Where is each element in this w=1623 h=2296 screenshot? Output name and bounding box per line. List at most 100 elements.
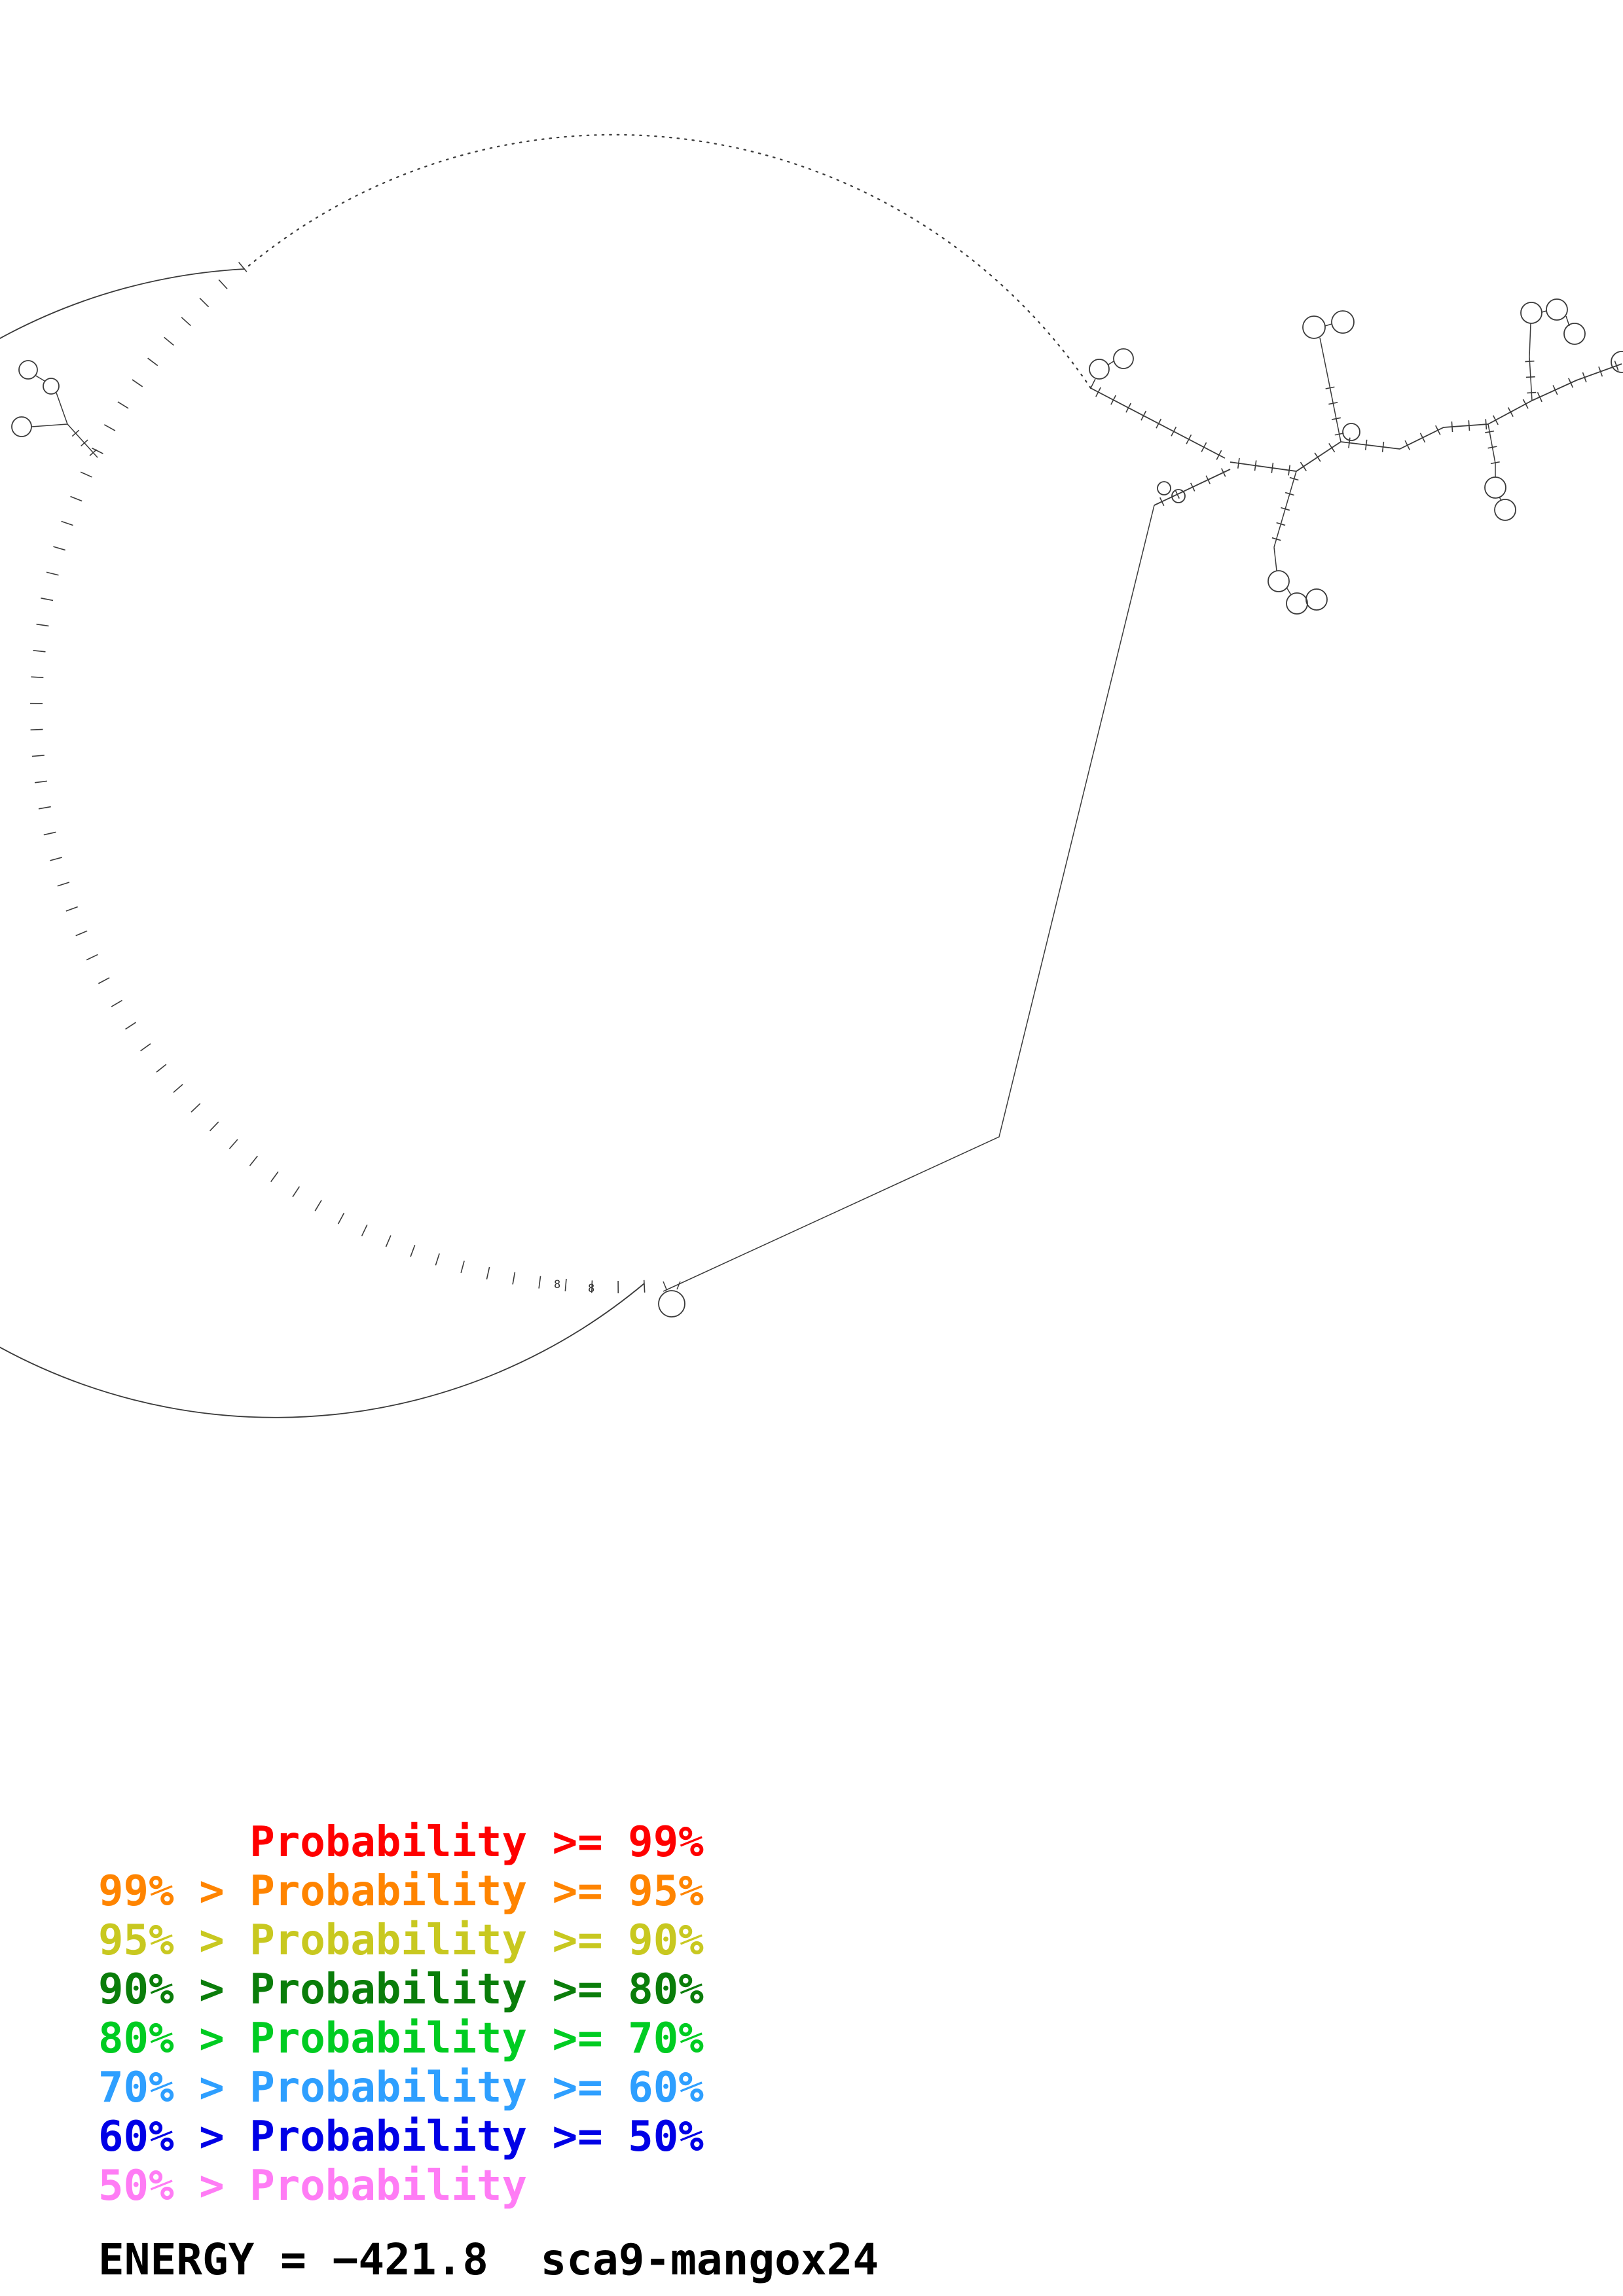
exterior-chord [663,505,1155,1292]
main-helix-chain [1230,363,1622,472]
hairpin-loop [18,360,38,380]
loop-connector [1090,361,1114,389]
end-loop-tick [663,1281,681,1290]
interior-loop [1342,423,1360,441]
helix-stem [1090,387,1226,459]
legend-item-p60: 70% > Probability >= 60% [98,2064,704,2112]
base-tick [191,1103,201,1113]
base-tick [1285,492,1294,496]
base-tick [1190,482,1195,492]
hairpin-loop [1563,323,1586,345]
base-tick [92,447,103,454]
base-tick [1216,450,1222,460]
base-tick [1552,385,1558,395]
base-tick [98,977,110,984]
legend-item-p80: 90% > Probability >= 80% [98,1965,704,2014]
base-tick [50,857,62,861]
hairpin-loop [1484,476,1506,499]
base-tick [361,1224,368,1236]
base-tick [410,1244,416,1257]
helix-stem [1154,469,1231,506]
base-tick [1487,446,1497,449]
base-tick [1334,433,1344,436]
base-tick [38,806,51,810]
legend-item-p99: Probability >= 99% [98,1818,704,1867]
base-tick [164,336,174,346]
base-tick [1201,442,1207,452]
base-tick [1171,426,1177,437]
base-tick [36,623,49,627]
base-tick [1404,440,1410,450]
base-tick [1331,417,1341,420]
base-tick [1325,386,1335,389]
base-tick [435,1253,440,1266]
base-tick [292,1186,301,1198]
base-tick [75,930,88,937]
base-tick [173,1084,183,1093]
base-tick [1156,418,1162,429]
base-tick [238,262,247,272]
base-tick [1271,462,1274,473]
hairpin-loop [1267,570,1290,592]
base-tick [1492,415,1499,425]
base-tick [1614,361,1619,371]
base-tick [249,1155,258,1166]
base-tick [89,449,98,456]
base-tick [1095,387,1101,397]
base-tick [1328,443,1336,453]
hairpin-loop [1305,588,1328,611]
legend-item-p50: 60% > Probability >= 50% [98,2113,704,2161]
base-tick [117,401,129,409]
base-tick [140,1043,151,1052]
base-tick [1186,434,1192,444]
base-tick [1159,497,1165,507]
base-tick [1271,537,1281,541]
base-tick [86,954,98,961]
base-tick [591,1280,593,1293]
base-tick [111,999,122,1007]
base-tick [41,598,54,601]
base-tick [132,379,143,387]
base-tick [1507,407,1514,417]
base-ticks [30,262,1619,1293]
branch-stem [1529,310,1570,401]
base-tick [643,1280,646,1293]
base-tick [1490,461,1500,465]
base-tick [1451,422,1453,433]
left-branch-stem [31,374,98,458]
hairpin-loop [1331,310,1355,334]
base-tick [31,755,45,757]
base-tick [1537,391,1542,403]
hairpin-loop [43,378,60,395]
base-tick [125,1022,136,1030]
base-tick [156,1064,167,1073]
base-tick [1328,402,1338,405]
base-tick [71,429,80,437]
base-tick [228,1139,238,1149]
base-tick [1468,420,1470,431]
base-tick [65,906,78,912]
base-tick [1254,460,1257,471]
probability-legend: Probability >= 99% 99% > Probability >= … [98,1818,704,2211]
base-tick [43,831,56,836]
hairpin-loop [1520,302,1542,324]
base-tick [80,471,92,478]
base-tick [1276,522,1286,526]
interior-loop [1171,489,1186,503]
base-tick [70,495,82,502]
hairpin-loop [1302,315,1326,339]
base-tick [270,1171,279,1183]
base-tick [1568,378,1574,388]
end-loop-circle [658,1290,685,1318]
base-tick [1348,437,1351,448]
base-tick [1598,366,1603,377]
base-tick [486,1266,490,1280]
hairpin-loop [1611,351,1623,373]
base-tick [53,546,65,551]
legend-item-lt50: 50% > Probability [98,2162,528,2210]
base-number-label: 8 [588,1282,594,1295]
base-tick [1110,395,1116,405]
base-tick [57,882,70,887]
